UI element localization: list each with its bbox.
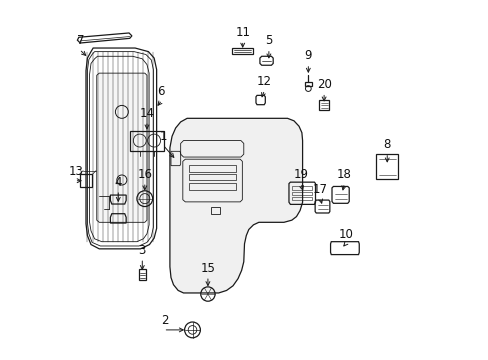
Text: 1: 1	[160, 130, 167, 143]
Text: 16: 16	[137, 168, 152, 181]
Text: 9: 9	[304, 49, 311, 62]
Text: 8: 8	[383, 138, 390, 151]
Text: 4: 4	[114, 176, 122, 189]
Text: 18: 18	[336, 168, 351, 181]
Text: 17: 17	[312, 183, 327, 196]
Text: 2: 2	[161, 314, 168, 327]
Text: 19: 19	[293, 168, 308, 181]
Text: 20: 20	[316, 78, 331, 91]
Text: 5: 5	[264, 34, 272, 47]
Polygon shape	[169, 118, 302, 293]
Text: 11: 11	[235, 26, 250, 39]
Text: 6: 6	[157, 85, 165, 98]
Text: 13: 13	[68, 165, 83, 178]
Text: 7: 7	[76, 34, 84, 47]
Text: 10: 10	[338, 228, 352, 241]
Text: 3: 3	[138, 244, 146, 257]
Polygon shape	[97, 73, 147, 222]
Text: 14: 14	[139, 107, 154, 120]
Text: 15: 15	[200, 262, 215, 275]
Text: 12: 12	[256, 75, 271, 88]
